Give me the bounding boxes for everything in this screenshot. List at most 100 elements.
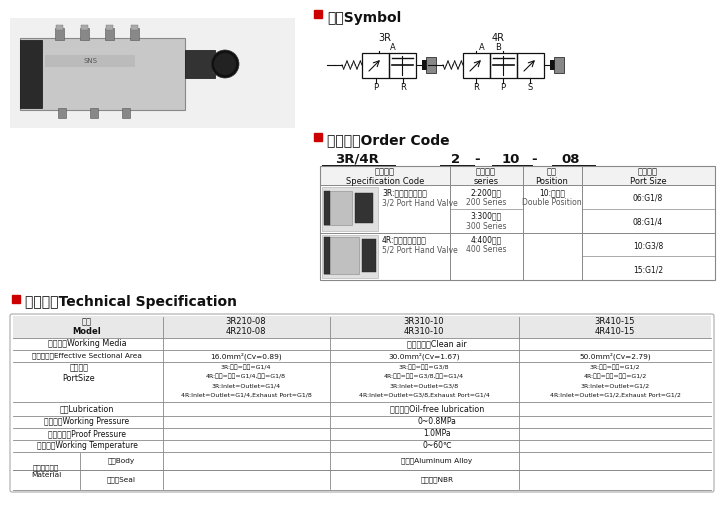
Text: 3R:Inlet=Outlet=G1/4: 3R:Inlet=Outlet=G1/4 [211,383,281,388]
Text: 接管口径
Port Size: 接管口径 Port Size [630,167,666,187]
Bar [389,53,416,78]
Bar [324,236,330,274]
Bar [122,108,130,118]
Text: 4R:Inlet=Outlet=G1/2,Exhaust Port=G1/2: 4R:Inlet=Outlet=G1/2,Exhaust Port=G1/2 [550,393,681,398]
Text: 系列代号
series: 系列代号 series [473,167,499,187]
Bar [10,18,295,128]
Bar [550,60,555,70]
Text: 06:G1/8: 06:G1/8 [633,194,663,203]
Bar [105,28,114,40]
Text: R: R [473,83,479,92]
Bar [130,28,139,40]
Bar [362,53,389,78]
Bar [426,57,436,73]
Text: 3R:进气=出气=G3/8: 3R:进气=出气=G3/8 [399,364,450,369]
Bar [322,187,378,231]
Text: 10:双位置: 10:双位置 [539,188,565,197]
Bar [80,28,89,40]
Text: 清净的空气Clean air: 清净的空气Clean air [407,340,467,349]
Text: 密封件Seal: 密封件Seal [107,476,136,483]
Text: 4R:进气=出气=G3/8,排气=G1/4: 4R:进气=出气=G3/8,排气=G1/4 [384,374,464,379]
Text: 30.0mm²(Cv=1.67): 30.0mm²(Cv=1.67) [388,352,460,360]
Text: 3R210-08
4R210-08: 3R210-08 4R210-08 [226,317,266,337]
Text: S: S [527,83,533,92]
Text: 4R:二位五通手拉阀: 4R:二位五通手拉阀 [382,235,427,244]
Bar [90,108,98,118]
Text: 15:G1/2: 15:G1/2 [633,265,663,274]
Bar [554,57,564,73]
Text: 4R:Inlet=Outlet=G1/4,Exhaust Port=G1/8: 4R:Inlet=Outlet=G1/4,Exhaust Port=G1/8 [180,393,311,398]
Text: 300 Series: 300 Series [466,222,506,231]
Bar [81,25,88,30]
Text: 本体Body: 本体Body [108,458,135,464]
Text: 使用压力Working Pressure: 使用压力Working Pressure [44,418,130,427]
Bar [324,191,352,225]
Text: -: - [531,153,536,166]
Bar [463,53,490,78]
Bar [213,56,225,72]
Bar [131,25,138,30]
Text: 3R/4R: 3R/4R [335,153,379,166]
Bar [517,53,544,78]
Text: 08: 08 [562,153,580,166]
Bar [106,25,113,30]
Text: 3:300系列: 3:300系列 [471,212,502,221]
Text: 2: 2 [452,153,460,166]
Bar [12,295,20,303]
Bar [320,166,715,280]
Text: 技术参数Technical Specification: 技术参数Technical Specification [25,295,237,309]
Text: Double Position: Double Position [522,198,582,207]
Text: 3R:二位三通手拉阀: 3R:二位三通手拉阀 [382,188,427,197]
Text: 接管口径: 接管口径 [70,363,88,372]
Text: 50.0mm²(Cv=2.79): 50.0mm²(Cv=2.79) [579,352,651,360]
Text: 润滑Lubrication: 润滑Lubrication [60,404,114,413]
Text: 08:G1/4: 08:G1/4 [633,218,663,227]
Bar [20,38,185,110]
Bar [20,40,42,108]
Bar [45,55,135,67]
Text: 4R:进气=出气=排气=G1/2: 4R:进气=出气=排气=G1/2 [584,374,647,379]
Bar [185,50,215,78]
Text: 工作介质Working Media: 工作介质Working Media [48,340,126,349]
Text: 符号Symbol: 符号Symbol [327,11,401,25]
Text: 3R:进气=出气=G1/2: 3R:进气=出气=G1/2 [590,364,640,369]
Text: 3R:Inlet=Outlet=G1/2: 3R:Inlet=Outlet=G1/2 [581,383,649,388]
Text: 规格代号
Specification Code: 规格代号 Specification Code [346,167,424,187]
Bar [58,108,66,118]
Text: 0~0.8MPa: 0~0.8MPa [418,418,456,427]
Bar [324,191,330,225]
Bar [55,28,64,40]
Bar [320,166,715,185]
Text: 位数
Position: 位数 Position [536,167,568,187]
Text: 丁晴橡胶NBR: 丁晴橡胶NBR [421,476,453,483]
Text: P: P [374,83,379,92]
Text: 0~60℃: 0~60℃ [422,441,452,450]
Text: A: A [479,43,485,52]
Text: 4R: 4R [492,33,505,43]
Bar [355,193,373,223]
Text: 铝合金Aluminum Alloy: 铝合金Aluminum Alloy [401,458,473,464]
Text: 10: 10 [502,153,520,166]
Text: PortSize: PortSize [63,374,96,383]
Text: 400 Series: 400 Series [466,245,506,254]
Ellipse shape [211,50,239,78]
Text: 3R: 3R [379,33,392,43]
Text: 5/2 Port Hand Valve: 5/2 Port Hand Valve [382,245,458,254]
Text: 最大耗压力Proof Pressure: 最大耗压力Proof Pressure [48,429,126,438]
Text: 1.0MPa: 1.0MPa [424,429,451,438]
Text: 有效截面积Effective Sectional Area: 有效截面积Effective Sectional Area [32,352,142,359]
Text: 4R:Inlet=Outlet=G3/8,Exhaust Port=G1/4: 4R:Inlet=Outlet=G3/8,Exhaust Port=G1/4 [358,393,489,398]
Text: 16.0mm²(Cv=0.89): 16.0mm²(Cv=0.89) [210,352,282,360]
Text: 3R310-10
4R310-10: 3R310-10 4R310-10 [404,317,445,337]
Text: 10:G3/8: 10:G3/8 [633,241,663,250]
Text: 无油润滑Oil-free lubrication: 无油润滑Oil-free lubrication [390,404,484,413]
Text: SNS: SNS [83,58,97,64]
Text: -: - [474,153,480,166]
Text: 订货型号Order Code: 订货型号Order Code [327,133,450,147]
Bar [322,234,378,278]
Bar [490,53,517,78]
Bar [362,238,376,272]
Bar [56,25,63,30]
Text: 200 Series: 200 Series [466,198,506,207]
Text: P: P [500,83,505,92]
